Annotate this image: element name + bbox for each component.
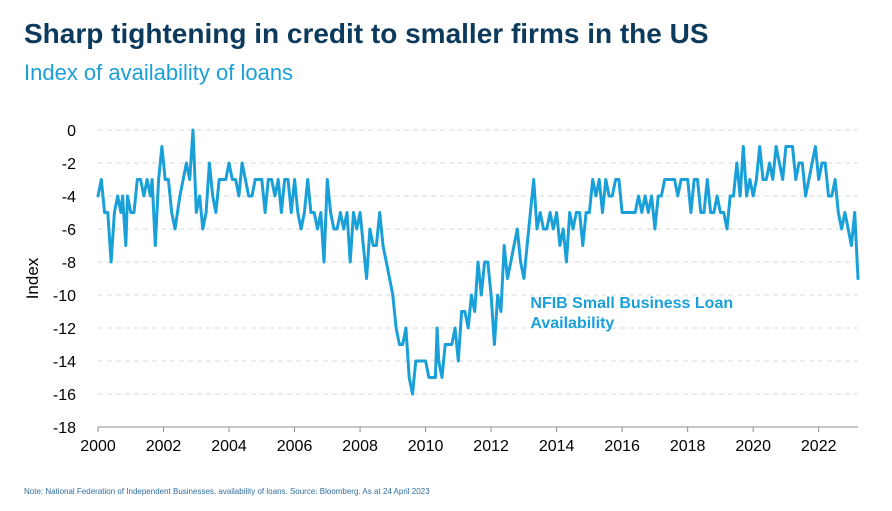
x-tick-label: 2000 [80,438,116,455]
y-tick-label: -18 [53,420,76,437]
y-tick-label: -4 [62,189,76,206]
x-tick-label: 2002 [146,438,182,455]
x-tick-label: 2004 [211,438,247,455]
x-tick-label: 2006 [277,438,313,455]
y-tick-label: -10 [53,288,76,305]
x-tick-label: 2010 [408,438,444,455]
x-tick-label: 2012 [473,438,509,455]
x-tick-label: 2022 [801,438,837,455]
x-tick-label: 2018 [670,438,706,455]
series-annotation: NFIB Small Business Loan [530,295,733,312]
y-tick-label: -8 [62,255,76,272]
chart-subtitle: Index of availability of loans [24,60,294,85]
x-tick-label: 2008 [342,438,378,455]
source-note: Note: National Federation of Independent… [24,487,430,496]
series-annotation: Availability [530,315,614,332]
y-axis-label: Index [23,257,42,299]
series-line [96,128,860,396]
y-tick-label: -12 [53,321,76,338]
x-tick-label: 2020 [735,438,771,455]
y-tick-label: -14 [53,354,76,371]
x-tick-label: 2016 [604,438,640,455]
y-tick-label: -6 [62,222,76,239]
y-tick-label: 0 [67,123,76,140]
y-tick-label: -16 [53,387,76,404]
chart-title: Sharp tightening in credit to smaller fi… [24,18,709,49]
x-tick-label: 2014 [539,438,575,455]
y-tick-label: -2 [62,156,76,173]
